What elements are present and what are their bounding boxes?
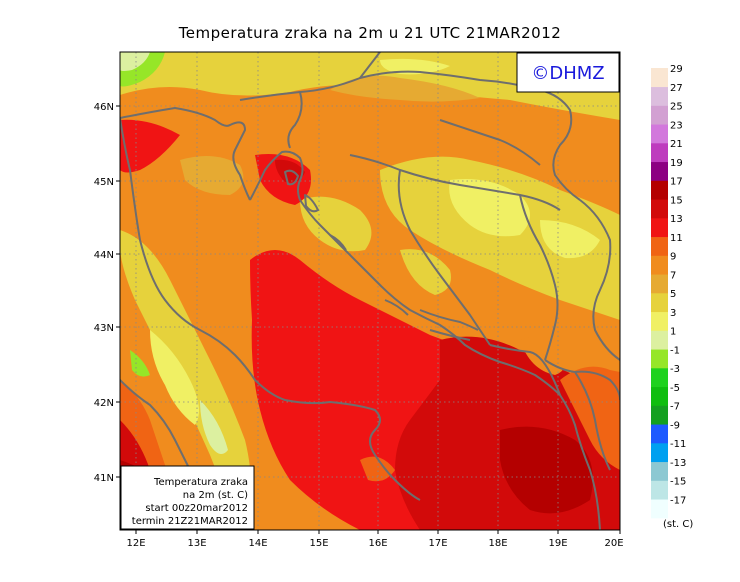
lon-label: 15E (309, 538, 328, 549)
lat-label: 41N (94, 473, 114, 484)
logo-text: ©DHMZ (531, 63, 604, 84)
legend-swatch (651, 293, 668, 313)
legend-label: -7 (670, 402, 680, 413)
legend-unit: (st. C) (663, 519, 694, 530)
legend-label: 23 (670, 120, 683, 131)
lat-label: 46N (94, 102, 114, 113)
legend-swatch (651, 424, 668, 444)
legend-label: 5 (670, 289, 676, 300)
legend-label: -17 (670, 495, 686, 506)
temperature-field (120, 52, 620, 530)
lon-label: 16E (368, 538, 387, 549)
legend-swatch (651, 274, 668, 294)
lat-label: 44N (94, 250, 114, 261)
legend-label: -15 (670, 477, 686, 488)
lon-label: 17E (428, 538, 447, 549)
legend-swatch (651, 405, 668, 425)
dhmz-logo: ©DHMZ (516, 52, 620, 93)
color-legend: -17-15-13-11-9-7-5-3-1135791113151719212… (651, 64, 686, 519)
legend-label: 3 (670, 308, 676, 319)
legend-swatch (651, 199, 668, 219)
legend-swatch (651, 68, 668, 88)
legend-label: 19 (670, 158, 683, 169)
info-line: Temperatura zraka (153, 477, 248, 488)
legend-label: 11 (670, 233, 683, 244)
legend-swatch (651, 499, 668, 519)
legend-swatch (651, 161, 668, 181)
chart-title: Temperatura zraka na 2m u 21 UTC 21MAR20… (178, 24, 562, 42)
legend-label: 9 (670, 252, 676, 263)
lon-label: 14E (248, 538, 267, 549)
legend-label: 17 (670, 177, 683, 188)
lon-label: 20E (604, 538, 623, 549)
lat-label: 43N (94, 323, 114, 334)
legend-swatch (651, 86, 668, 106)
legend-label: -13 (670, 458, 686, 469)
info-box: Temperatura zraka na 2m (st. C) start 00… (120, 465, 255, 530)
lat-label: 42N (94, 398, 114, 409)
legend-swatch (651, 386, 668, 406)
longitude-labels: 12E 13E 14E 15E 16E 17E 18E 19E 20E (126, 538, 623, 549)
lat-label: 45N (94, 177, 114, 188)
info-line: start 00z20mar2012 (145, 503, 248, 514)
legend-swatch (651, 236, 668, 256)
info-line: na 2m (st. C) (183, 490, 248, 501)
legend-swatch (651, 105, 668, 125)
lon-label: 19E (548, 538, 567, 549)
map-frame (119, 51, 621, 531)
lon-label: 13E (187, 538, 206, 549)
legend-label: 21 (670, 139, 683, 150)
legend-swatch (651, 143, 668, 163)
legend-swatch (651, 368, 668, 388)
gridlines (120, 52, 620, 530)
lon-label: 18E (488, 538, 507, 549)
legend-swatch (651, 349, 668, 369)
legend-label: -11 (670, 439, 686, 450)
legend-label: 13 (670, 214, 683, 225)
legend-label: -1 (670, 345, 680, 356)
legend-swatch (651, 180, 668, 200)
legend-label: 7 (670, 270, 676, 281)
legend-swatch (651, 218, 668, 238)
legend-label: -9 (670, 420, 680, 431)
legend-label: -5 (670, 383, 680, 394)
legend-label: 29 (670, 64, 683, 75)
legend-swatch (651, 124, 668, 144)
lon-label: 12E (126, 538, 145, 549)
legend-label: 15 (670, 195, 683, 206)
legend-label: -3 (670, 364, 680, 375)
latitude-labels: 46N 45N 44N 43N 42N 41N (94, 102, 114, 484)
legend-label: 27 (670, 83, 683, 94)
legend-swatch (651, 443, 668, 463)
legend-swatch (651, 255, 668, 275)
info-line: termin 21Z21MAR2012 (132, 516, 248, 527)
legend-swatch (651, 311, 668, 331)
axis-ticks (116, 105, 621, 534)
legend-swatch (651, 330, 668, 350)
legend-swatch (651, 461, 668, 481)
legend-label: 1 (670, 327, 676, 338)
legend-label: 25 (670, 102, 683, 113)
legend-swatch (651, 480, 668, 500)
